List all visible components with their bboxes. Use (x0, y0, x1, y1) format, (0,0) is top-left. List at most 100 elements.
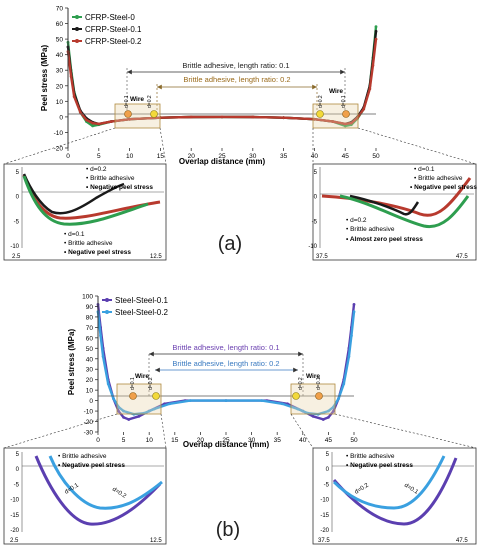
panel-b-zoom-left: 5 0 -5 -10 -15 -20 2.5 12.5 • Brittle adhesiv… (3, 447, 167, 545)
a-xtick-label: 30 (249, 153, 257, 160)
b-series-1-point (111, 397, 115, 400)
a-xtick-label: 0 (66, 153, 70, 160)
a-wire-label-left: Wire (130, 96, 144, 103)
a-xtick-label: 20 (188, 153, 196, 160)
b-ytick-label: 90 (86, 304, 94, 311)
panel-b-label: (b) (216, 519, 240, 541)
bzl-ytick-label: -20 (10, 528, 19, 534)
b-ytick-label: -30 (84, 430, 94, 437)
a-wire-marker (316, 110, 324, 118)
b-legend-marker-1 (105, 310, 109, 314)
bzl-xtick-1: 12.5 (150, 538, 162, 544)
a-ytick-label: 50 (56, 37, 64, 44)
a-ytick-label: 30 (56, 68, 64, 75)
a-series-0-point (374, 25, 378, 29)
b-xtick-label: 50 (350, 437, 358, 444)
a-series-2-point (368, 87, 372, 91)
bzr-stress: • Negative peel stress (346, 462, 413, 469)
azl-ytick-label: 0 (16, 195, 20, 201)
a-wire-label-right: Wire (329, 88, 343, 95)
a-series-2-point (91, 121, 95, 125)
azl-bot-adhesive: • Brittle adhesive (64, 240, 113, 247)
bzr-series-0.2 (332, 455, 446, 510)
azl-top-adhesive: • Brittle adhesive (86, 175, 135, 182)
a-series-2-point (349, 121, 353, 125)
a-xtick-label: 25 (218, 153, 226, 160)
a-legend-label-0: CFRP-Steel-0 (85, 13, 135, 22)
b-ytick-label: 20 (86, 377, 94, 384)
a-series-2-point (128, 117, 132, 121)
b-series-0-point (352, 302, 356, 306)
a-series-2-point (78, 110, 82, 114)
bzl-ytick-label: 5 (16, 452, 20, 458)
a-xtick-label: 15 (157, 153, 165, 160)
a-legend: CFRP-Steel-0 CFRP-Steel-0.1 CFRP-Steel-0… (72, 13, 142, 46)
b-series-1-point (350, 334, 353, 338)
a-series-2-point (85, 118, 88, 122)
azr-series-cfrp-0.1 (349, 194, 420, 216)
b-series-1-point (106, 382, 110, 386)
panel-a-zoom-right: 5 0 -5 -10 37.5 47.5 • d=0.1 • Brittle adhe… (308, 163, 477, 261)
bzr-series-0.1 (332, 457, 458, 526)
b-ytick-label: 40 (86, 356, 94, 363)
a-y-ticks: -20 -10 0 10 20 30 40 50 60 70 (54, 6, 68, 153)
azr-ytick-label: -10 (308, 244, 317, 250)
b-series-0-point (332, 409, 335, 413)
azl-bot-d: • d=0.1 (64, 231, 85, 238)
azr-ytick-label: -5 (312, 219, 318, 225)
b-x-axis-label: Overlap distance (mm) (183, 440, 270, 449)
azl-series-cfrp-0 (22, 175, 149, 226)
a-ytick-label: -10 (54, 130, 64, 137)
b-series-0-point (321, 418, 325, 421)
b-xtick-label: 10 (146, 437, 154, 444)
b-series-0-point (127, 418, 131, 421)
bzr-ytick-label: -5 (324, 482, 330, 488)
a-length-ratio-2-label: Brittle adhesive, length ratio: 0.2 (183, 75, 290, 84)
azl-ytick-label: 5 (16, 170, 20, 176)
b-series-1-point (101, 355, 105, 359)
a-xtick-label: 50 (372, 153, 380, 160)
a-legend-label-1: CFRP-Steel-0.1 (85, 25, 142, 34)
a-ytick-label: 40 (56, 52, 64, 59)
azr-series-cfrp-0 (339, 194, 470, 229)
bzl-ytick-label: -5 (14, 482, 20, 488)
panel-a-zoom-left: 5 0 -5 -10 2.5 12.5 • d=0.2 • Brittle adhes… (3, 163, 167, 261)
b-series-1-point (332, 405, 335, 409)
bzr-ytick-label: -10 (320, 498, 329, 504)
bzl-adhesive: • Brittle adhesive (58, 453, 107, 460)
a-series-2-point (97, 122, 101, 126)
azr-top-stress: • Negative peel stress (410, 184, 477, 191)
a-d1-left: d=0.1 (124, 95, 130, 108)
b-xtick-label: 35 (274, 437, 282, 444)
azr-ytick-label: 5 (314, 170, 318, 176)
b-d1-right: d=0.2 (298, 377, 304, 390)
bzr-xtick-0: 37.5 (318, 538, 330, 544)
a-series-2-point (374, 37, 378, 41)
bzr-ytick-label: 0 (326, 467, 330, 473)
azl-bot-stress: • Negative peel stress (64, 249, 131, 256)
a-ytick-label: -20 (54, 146, 64, 153)
b-wire-zone-right (290, 383, 336, 415)
a-series-2-point (371, 64, 375, 67)
b-legend-marker-0 (105, 298, 109, 302)
a-y-axis-label: Peel stress (MPa) (40, 45, 49, 112)
a-series-2-point (282, 116, 285, 120)
bzr-xtick-1: 47.5 (456, 538, 468, 544)
a-series-2-point (109, 120, 113, 123)
a-series-2-point (313, 117, 316, 121)
a-series-2-point (69, 75, 73, 78)
azr-bot-adhesive: • Brittle adhesive (346, 226, 395, 233)
bzl-xtick-0: 2.5 (10, 538, 19, 544)
b-length-ratio-2-label: Brittle adhesive, length ratio: 0.2 (172, 359, 279, 368)
b-series-0-point (122, 415, 125, 419)
a-series-2-point (189, 115, 193, 119)
b-ytick-label: 70 (86, 325, 94, 332)
azl-ytick-label: -5 (14, 219, 20, 225)
bzl-ytick-label: -10 (10, 498, 19, 504)
azr-top-d: • d=0.1 (414, 166, 435, 173)
b-ytick-label: 60 (86, 335, 94, 342)
a-x-axis-label: Overlap distance (mm) (179, 157, 266, 166)
a-length-ratio-1-label: Brittle adhesive, length ratio: 0.1 (182, 61, 289, 70)
a-series-2-point (362, 107, 366, 111)
a-ytick-label: 0 (59, 114, 63, 121)
